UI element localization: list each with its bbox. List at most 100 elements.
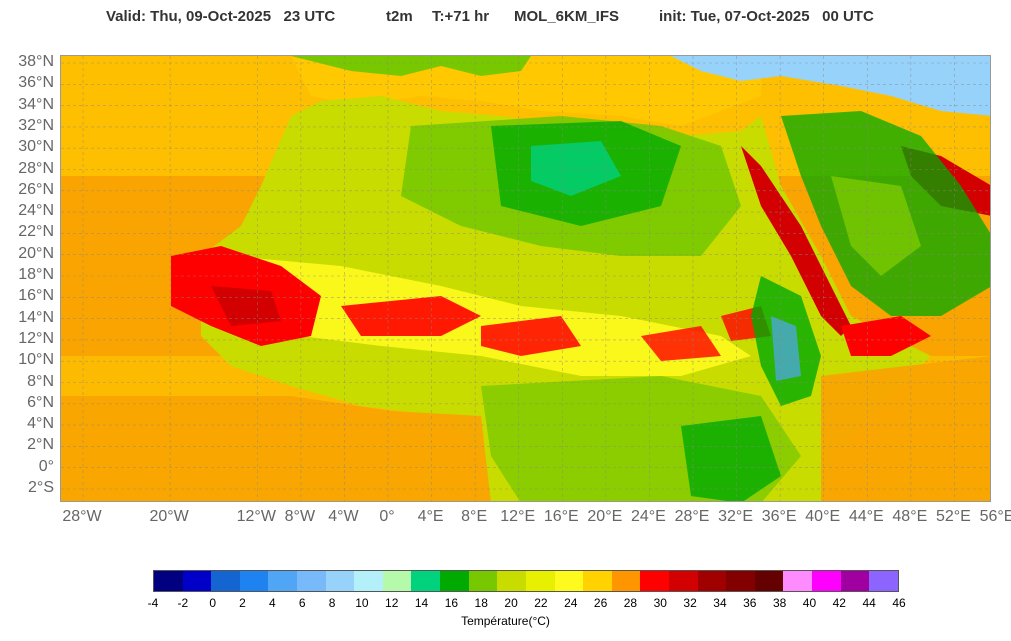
latitude-label: 34°N bbox=[18, 95, 54, 113]
longitude-label: 16°E bbox=[543, 508, 579, 525]
colorbar-tick-label: 32 bbox=[683, 596, 697, 610]
colorbar-swatch bbox=[182, 571, 212, 591]
indian-ocean bbox=[821, 356, 990, 501]
longitude-label: 32°E bbox=[718, 508, 753, 525]
longitude-label: 52°E bbox=[935, 508, 971, 525]
colorbar-tick-label: 18 bbox=[474, 596, 488, 610]
latitude-label: 18°N bbox=[18, 266, 54, 283]
longitude-label: 56°E bbox=[979, 508, 1011, 525]
colorbar-swatch bbox=[382, 571, 412, 591]
north-landmass bbox=[671, 56, 990, 116]
colorbar-swatch bbox=[812, 571, 841, 591]
colorbar-swatch bbox=[869, 571, 898, 591]
latitude-label: 24°N bbox=[18, 202, 54, 220]
colorbar-tick-label: 28 bbox=[623, 596, 638, 610]
colorbar-title: Température(°C) bbox=[461, 614, 550, 628]
graticule bbox=[61, 56, 990, 501]
colorbar-tick-label: 24 bbox=[564, 596, 578, 610]
model-name: MOL_6KM_IFS bbox=[514, 8, 620, 25]
colorbar-tick-label: 20 bbox=[504, 596, 518, 610]
latitude-label: 2°N bbox=[27, 436, 54, 454]
longitude-label: 40°E bbox=[805, 508, 841, 525]
longitude-label: 20°E bbox=[587, 508, 623, 525]
colorbar-swatch bbox=[583, 571, 612, 591]
colorbar-tick-label: 38 bbox=[772, 596, 787, 610]
longitude-label: 8°W bbox=[284, 508, 316, 525]
colorbar-swatch bbox=[668, 571, 698, 591]
latitude-label: 30°N bbox=[18, 138, 54, 156]
colorbar-swatch bbox=[611, 571, 641, 591]
latitude-label: 26°N bbox=[18, 180, 54, 198]
latitude-label: 32°N bbox=[18, 116, 54, 134]
lead-time: T:+71 hr bbox=[432, 8, 490, 25]
colorbar-swatch bbox=[354, 571, 383, 591]
longitude-label: 28°W bbox=[62, 508, 102, 525]
colorbar-swatch bbox=[726, 571, 755, 591]
longitude-label: 8°E bbox=[461, 508, 488, 525]
latitude-label: 6°N bbox=[27, 393, 54, 411]
colorbar-swatch bbox=[268, 571, 298, 591]
colorbar-swatch bbox=[754, 571, 784, 591]
latitude-label: 28°N bbox=[18, 159, 54, 177]
colorbar-tick-label: 4 bbox=[269, 596, 276, 610]
colorbar-tick-label: 26 bbox=[593, 596, 608, 610]
colorbar-tick-label: 12 bbox=[385, 596, 399, 610]
longitude-label: 0° bbox=[379, 508, 395, 525]
longitude-label: 28°E bbox=[674, 508, 710, 525]
longitude-label: 4°E bbox=[417, 508, 444, 525]
colorbar-tick-label: 16 bbox=[444, 596, 459, 610]
colorbar-tick-label: -4 bbox=[147, 596, 159, 610]
colorbar-swatch bbox=[640, 571, 669, 591]
colorbar-swatch bbox=[325, 571, 355, 591]
colorbar-swatch bbox=[497, 571, 526, 591]
colorbar-swatch bbox=[154, 571, 183, 591]
longitude-label: 44°E bbox=[848, 508, 884, 525]
longitude-label: 48°E bbox=[892, 508, 928, 525]
longitude-label: 4°W bbox=[328, 508, 359, 525]
latitude-label: 8°N bbox=[27, 372, 54, 390]
valid-time: Valid: Thu, 09-Oct-2025 23 UTC bbox=[106, 8, 336, 25]
latitude-label: 20°N bbox=[18, 244, 54, 262]
colorbar-tick-label: 2 bbox=[239, 596, 246, 610]
colorbar-tick-label: 22 bbox=[534, 596, 548, 610]
latitude-label: 14°N bbox=[18, 308, 54, 326]
colorbar-swatch bbox=[468, 571, 498, 591]
colorbar bbox=[153, 570, 899, 592]
colorbar-swatch bbox=[411, 571, 441, 591]
longitude-label: 12°W bbox=[236, 508, 276, 525]
colorbar-tick-label: -2 bbox=[177, 596, 189, 610]
colorbar-swatch bbox=[525, 571, 555, 591]
longitude-label: 12°E bbox=[500, 508, 536, 525]
latitude-label: 16°N bbox=[18, 287, 54, 305]
colorbar-swatch bbox=[554, 571, 584, 591]
colorbar-swatch bbox=[783, 571, 813, 591]
latitude-label: 2°S bbox=[28, 479, 54, 496]
colorbar-tick-label: 0 bbox=[209, 596, 217, 610]
colorbar-swatch bbox=[297, 571, 326, 591]
colorbar-swatch bbox=[840, 571, 870, 591]
colorbar-tick-label: 42 bbox=[832, 596, 846, 610]
colorbar-tick-label: 8 bbox=[328, 596, 336, 610]
latitude-label: 4°N bbox=[27, 415, 54, 433]
variable-name: t2m bbox=[386, 8, 413, 25]
latitude-label: 22°N bbox=[18, 223, 54, 241]
temperature-map bbox=[60, 55, 991, 502]
init-time: init: Tue, 07-Oct-2025 00 UTC bbox=[659, 8, 874, 25]
colorbar-tick-label: 6 bbox=[298, 596, 306, 610]
colorbar-tick-label: 14 bbox=[414, 596, 429, 610]
latitude-label: 38°N bbox=[18, 53, 54, 70]
colorbar-tick-label: 36 bbox=[743, 596, 757, 610]
colorbar-tick-label: 34 bbox=[713, 596, 727, 610]
latitude-label: 0° bbox=[38, 457, 54, 475]
colorbar-tick-label: 46 bbox=[892, 596, 906, 610]
colorbar-tick-label: 40 bbox=[802, 596, 817, 610]
latitude-label: 10°N bbox=[18, 351, 54, 369]
map-header: Valid: Thu, 09-Oct-2025 23 UTC t2m T:+71… bbox=[0, 8, 1011, 30]
colorbar-swatch bbox=[697, 571, 727, 591]
red-sea bbox=[741, 146, 851, 336]
colorbar-tick-label: 10 bbox=[355, 596, 369, 610]
longitude-label: 24°E bbox=[630, 508, 666, 525]
colorbar-swatch bbox=[440, 571, 469, 591]
colorbar-tick-label: 30 bbox=[653, 596, 667, 610]
longitude-label: 36°E bbox=[761, 508, 797, 525]
